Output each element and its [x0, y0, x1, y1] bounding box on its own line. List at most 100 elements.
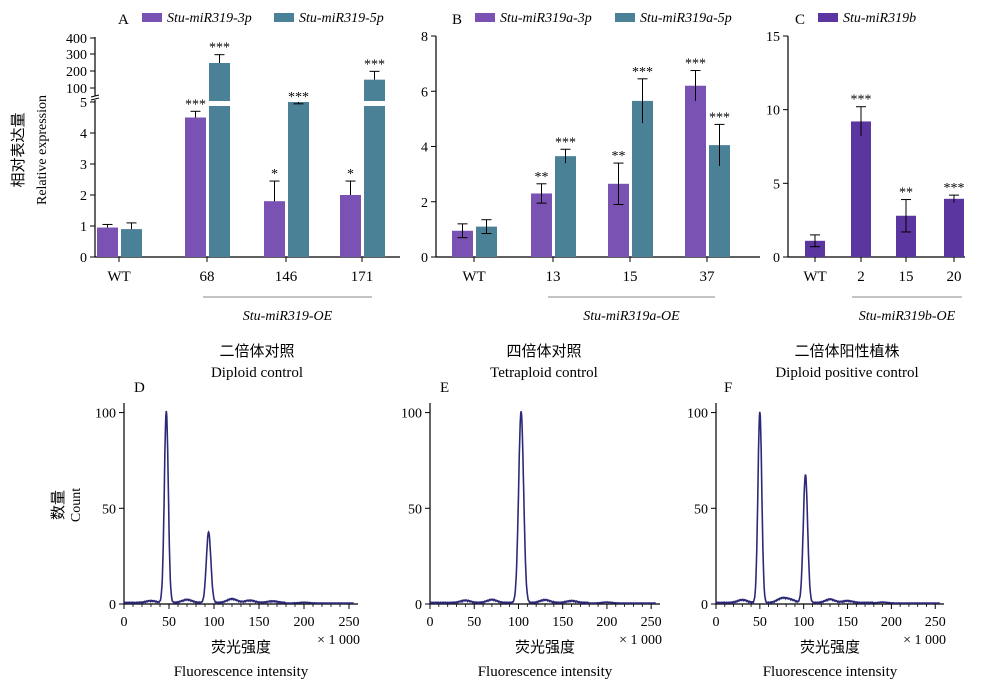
legend-label: Stu-miR319-3p: [167, 11, 252, 26]
hist-title-en: Tetraploid control: [490, 365, 598, 381]
x-tick-label: 13: [546, 269, 561, 285]
axis-break: [90, 94, 100, 98]
bar: [555, 156, 576, 257]
y-tick-label: 1: [80, 220, 87, 235]
group-label: Stu-miR319-OE: [243, 309, 333, 324]
x-multiplier: × 1 000: [903, 633, 946, 648]
hist-title-en: Diploid control: [211, 365, 303, 381]
y-tick-label: 0: [421, 251, 428, 266]
legend-swatch: [274, 13, 294, 22]
panel-f: 二倍体阳性植株 Diploid positive control F 0 50 100 15…: [687, 343, 946, 680]
y-tick-label: 10: [766, 104, 780, 119]
x-tick-label: 250: [641, 615, 662, 630]
x-tick-label: 20: [947, 269, 962, 285]
y-tick-label: 0: [701, 598, 708, 613]
xlabel-cn: 荧光强度: [800, 639, 860, 656]
panel-d: 二倍体对照 Diploid control D 0 50 100 150 200 250 0 50 1…: [95, 343, 360, 680]
y-tick-label: 0: [80, 251, 87, 266]
hist-ylabel-en: Count: [69, 488, 84, 522]
y-tick-label: 0: [109, 598, 116, 613]
y-tick-label: 2: [421, 196, 428, 211]
bar: [209, 63, 230, 257]
panel-letter: A: [118, 12, 129, 28]
x-tick-label: 0: [121, 615, 128, 630]
x-tick-label: 37: [700, 269, 716, 285]
x-tick-label: 50: [162, 615, 176, 630]
bar-break: [363, 101, 386, 106]
bar-break: [208, 101, 231, 106]
legend-swatch: [142, 13, 162, 22]
panel-letter: D: [134, 380, 145, 396]
bar: [476, 226, 497, 257]
y-tick-label: 3: [80, 158, 87, 173]
x-tick-label: 100: [793, 615, 814, 630]
sig-label: *: [271, 167, 278, 182]
bar: [944, 198, 964, 257]
sig-label: ***: [685, 57, 706, 72]
y-tick-label: 50: [408, 502, 422, 517]
bar: [608, 183, 629, 257]
x-tick-label: 150: [249, 615, 270, 630]
y-tick-label: 2: [80, 189, 87, 204]
panel-c: C Stu-miR319b WT 2 15 20 Stu-miR319b-OE 0 5 10 15 *…: [766, 11, 965, 324]
x-tick-label: 150: [837, 615, 858, 630]
y-tick-label: 15: [766, 30, 780, 45]
legend-swatch: [615, 13, 635, 22]
sig-label: ***: [364, 57, 385, 72]
panel-letter: C: [795, 12, 805, 28]
ylabel-en: Relative expression: [35, 95, 50, 205]
legend-label: Stu-miR319b: [843, 11, 916, 26]
x-tick-label: 150: [552, 615, 573, 630]
y-tick-label: 200: [66, 65, 87, 80]
panel-letter: B: [452, 12, 462, 28]
xlabel-en: Fluorescence intensity: [174, 664, 309, 680]
panel-e: 四倍体对照 Tetraploid control E 0 50 100 150 200 250 0…: [401, 343, 662, 680]
bar: [851, 121, 871, 257]
bar: [288, 102, 309, 257]
x-tick-label: WT: [107, 269, 130, 285]
x-tick-label: 2: [857, 269, 865, 285]
x-tick-label: 68: [200, 269, 215, 285]
xlabel-en: Fluorescence intensity: [478, 664, 613, 680]
sig-label: ***: [209, 41, 230, 56]
x-tick-label: 0: [713, 615, 720, 630]
y-tick-label: 100: [401, 407, 422, 422]
y-tick-label: 100: [687, 407, 708, 422]
hist-title-cn: 四倍体对照: [506, 343, 581, 360]
x-tick-label: WT: [462, 269, 485, 285]
y-tick-label: 400: [66, 32, 87, 47]
hist-ylabel-cn: 数量: [50, 490, 67, 520]
y-tick-label: 100: [95, 407, 116, 422]
panel-letter: F: [724, 380, 732, 396]
ylabel-cn: 相对表达量: [10, 112, 27, 187]
sig-label: ***: [851, 93, 872, 108]
group-label: Stu-miR319b-OE: [859, 309, 956, 324]
bar: [452, 230, 473, 257]
y-tick-label: 50: [102, 502, 116, 517]
bar: [709, 145, 730, 257]
bar: [896, 215, 916, 257]
sig-label: ***: [185, 97, 206, 112]
legend-swatch: [818, 13, 838, 22]
y-tick-label: 4: [421, 141, 428, 156]
y-tick-label: 4: [80, 127, 87, 142]
x-tick-label: 50: [467, 615, 481, 630]
y-tick-label: 0: [773, 251, 780, 266]
legend-label: Stu-miR319-5p: [299, 11, 384, 26]
y-tick-label: 50: [694, 502, 708, 517]
x-tick-label: 171: [351, 269, 374, 285]
y-tick-label: 300: [66, 48, 87, 63]
axis-break: [90, 97, 100, 101]
bar: [632, 100, 653, 257]
x-tick-label: 200: [881, 615, 902, 630]
bar: [121, 229, 142, 257]
y-tick-label: 5: [80, 96, 87, 111]
hist-title-en: Diploid positive control: [775, 365, 918, 381]
sig-label: **: [899, 186, 913, 201]
sig-label: *: [347, 167, 354, 182]
hist-title-cn: 二倍体对照: [219, 343, 294, 360]
legend-label: Stu-miR319a-3p: [500, 11, 592, 26]
x-tick-label: 250: [925, 615, 946, 630]
legend-label: Stu-miR319a-5p: [640, 11, 732, 26]
